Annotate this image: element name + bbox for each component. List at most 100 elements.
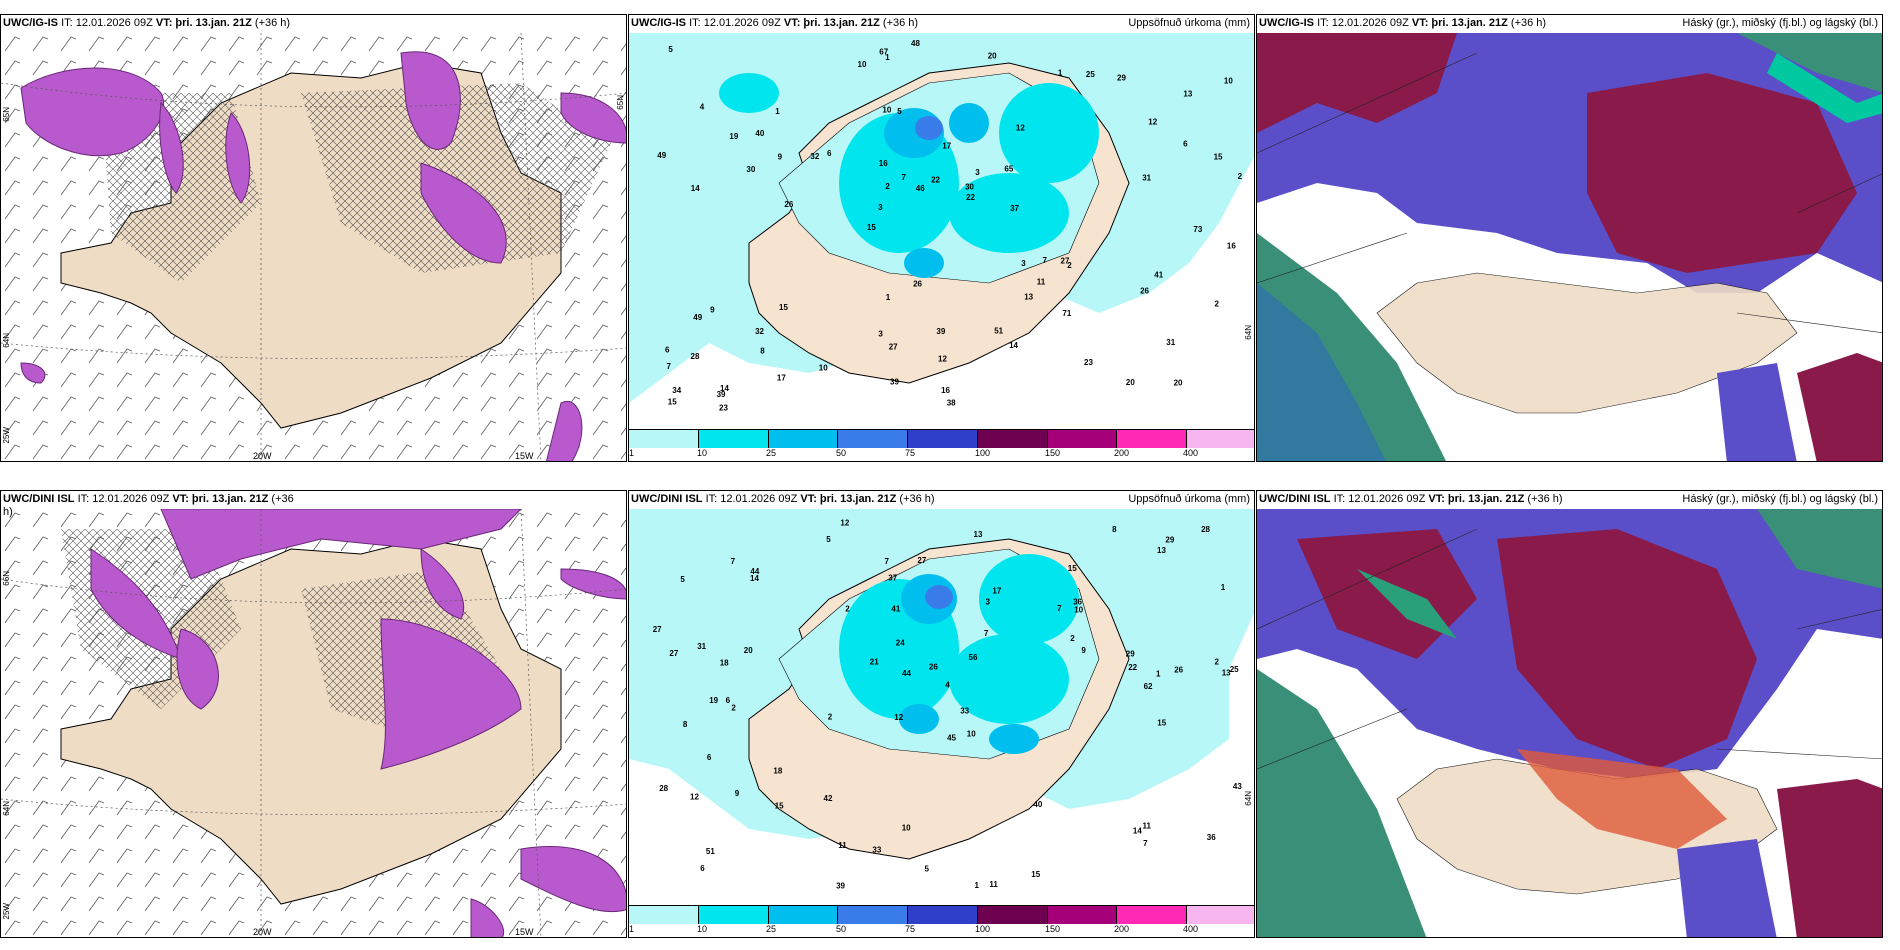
precip-value: 5 bbox=[668, 45, 673, 54]
tick: 10 bbox=[697, 924, 708, 934]
precip-value: 5 bbox=[897, 107, 902, 116]
tick: 50 bbox=[836, 448, 847, 458]
precip-value: 33 bbox=[872, 846, 881, 855]
precip-value: 34 bbox=[672, 386, 681, 395]
precip-value: 38 bbox=[947, 398, 956, 407]
precip-value: 15 bbox=[1157, 718, 1166, 727]
precip-value: 6 bbox=[726, 696, 731, 705]
precip-value: 41 bbox=[1154, 270, 1163, 279]
precip-value: 7 bbox=[1143, 839, 1148, 848]
precip-value: 73 bbox=[1193, 225, 1202, 234]
precip-value: 12 bbox=[1016, 123, 1025, 132]
precip-value: 22 bbox=[966, 193, 975, 202]
precip-value: 1 bbox=[975, 881, 980, 890]
colorbar-seg bbox=[838, 906, 909, 924]
precip-value: 37 bbox=[888, 574, 897, 583]
colorbar bbox=[629, 429, 1254, 448]
colorbar-seg bbox=[698, 906, 769, 924]
precip-value: 27 bbox=[669, 649, 678, 658]
precip-value: 1 bbox=[775, 107, 780, 116]
lat-label: 66N bbox=[2, 571, 11, 586]
tick: 75 bbox=[905, 924, 916, 934]
precip-value: 12 bbox=[690, 792, 699, 801]
precip-value: 2 bbox=[1070, 634, 1075, 643]
precip-value: 10 bbox=[1224, 77, 1233, 86]
precip-value: 6 bbox=[665, 346, 670, 355]
panel-top-right-clouds: UWC/IG-IS IT: 12.01.2026 09Z VT: þri. 13… bbox=[1256, 14, 1883, 462]
tick: 1 bbox=[629, 448, 635, 458]
precip-value: 21 bbox=[870, 658, 879, 667]
tick: 50 bbox=[836, 924, 847, 934]
precip-value: 62 bbox=[1144, 682, 1153, 691]
precip-value: 44 bbox=[902, 669, 911, 678]
precip-value: 11 bbox=[838, 841, 847, 850]
panel-field-label: Háský (gr.), miðský (fj.bl.) og lágský (… bbox=[1682, 493, 1878, 505]
lon-label: 15W bbox=[515, 927, 534, 937]
colorbar-seg bbox=[1047, 906, 1118, 924]
precip-map: 2014131512141017967853241236332111520312… bbox=[629, 33, 1254, 428]
precip-value: 28 bbox=[691, 352, 700, 361]
precip-value: 44 bbox=[750, 567, 759, 576]
precip-value: 10 bbox=[967, 730, 976, 739]
colorbar-seg bbox=[1187, 906, 1254, 924]
precip-value: 39 bbox=[717, 390, 726, 399]
precip-value: 48 bbox=[911, 39, 920, 48]
precip-value: 18 bbox=[720, 658, 729, 667]
precip-value: 2 bbox=[731, 704, 736, 713]
panel-title: UWC/DINI ISL IT: 12.01.2026 09Z VT: þri.… bbox=[631, 493, 935, 505]
precip-value: 19 bbox=[729, 132, 738, 141]
precip-value: 15 bbox=[1068, 564, 1077, 573]
panel-title: UWC/DINI ISL IT: 12.01.2026 09Z VT: þri.… bbox=[1259, 493, 1563, 505]
precip-value: 45 bbox=[947, 733, 956, 742]
precip-value: 3 bbox=[1021, 259, 1026, 268]
precip-value: 11 bbox=[1143, 822, 1152, 831]
precip-value: 39 bbox=[890, 377, 899, 386]
wind-map bbox=[1, 509, 626, 937]
colorbar-ticks: 1 10 25 50 75 100 150 200 400 bbox=[629, 448, 1254, 460]
precip-value: 14 bbox=[750, 574, 759, 583]
precip-value: 11 bbox=[1037, 278, 1046, 287]
panel-top-left-wind: UWC/IG-IS IT: 12.01.2026 09Z VT: þri. 13… bbox=[0, 14, 627, 462]
precip-value: 23 bbox=[719, 403, 728, 412]
colorbar-seg bbox=[629, 906, 699, 924]
precip-value: 71 bbox=[1062, 309, 1071, 318]
precip-value: 1 bbox=[1221, 583, 1226, 592]
precip-value: 8 bbox=[1112, 525, 1117, 534]
precip-value: 15 bbox=[775, 802, 784, 811]
panel-field-label: Háský (gr.), miðský (fj.bl.) og lágský (… bbox=[1682, 17, 1878, 29]
precip-value: 30 bbox=[965, 183, 974, 192]
precip-value: 40 bbox=[1033, 800, 1042, 809]
precip-value: 20 bbox=[1126, 378, 1135, 387]
precip-value: 13 bbox=[1183, 90, 1192, 99]
precip-value: 14 bbox=[1009, 341, 1018, 350]
precip-value: 26 bbox=[913, 280, 922, 289]
precip-value: 2 bbox=[1215, 657, 1220, 666]
precip-value: 2 bbox=[845, 605, 850, 614]
lat-label: 64N bbox=[2, 333, 11, 348]
precip-value: 12 bbox=[1148, 117, 1157, 126]
precip-value: 15 bbox=[1031, 870, 1040, 879]
precip-value: 36 bbox=[1073, 597, 1082, 606]
precip-value: 56 bbox=[969, 653, 978, 662]
precip-value: 31 bbox=[697, 642, 706, 651]
precip-value: 32 bbox=[810, 152, 819, 161]
precip-value: 49 bbox=[657, 151, 666, 160]
lat-label-right: 64N bbox=[1244, 791, 1253, 806]
panel-title: UWC/IG-IS IT: 12.01.2026 09Z VT: þri. 13… bbox=[1259, 17, 1547, 29]
precip-value: 26 bbox=[929, 663, 938, 672]
precip-value: 15 bbox=[1214, 153, 1223, 162]
precip-value: 27 bbox=[889, 342, 898, 351]
colorbar-seg bbox=[908, 430, 978, 448]
panel-field-label: Uppsöfnuð úrkoma (mm) bbox=[1128, 17, 1250, 29]
precip-value: 30 bbox=[746, 165, 755, 174]
precip-value: 18 bbox=[773, 767, 782, 776]
colorbar-ticks: 1 10 25 50 75 100 150 200 400 bbox=[629, 924, 1254, 936]
tick: 25 bbox=[766, 448, 777, 458]
precip-value: 65 bbox=[1004, 164, 1013, 173]
precip-value: 39 bbox=[936, 327, 945, 336]
precip-value: 1 bbox=[1058, 68, 1063, 77]
lon-label-left: 25W bbox=[2, 903, 11, 920]
precip-value: 26 bbox=[1140, 287, 1149, 296]
